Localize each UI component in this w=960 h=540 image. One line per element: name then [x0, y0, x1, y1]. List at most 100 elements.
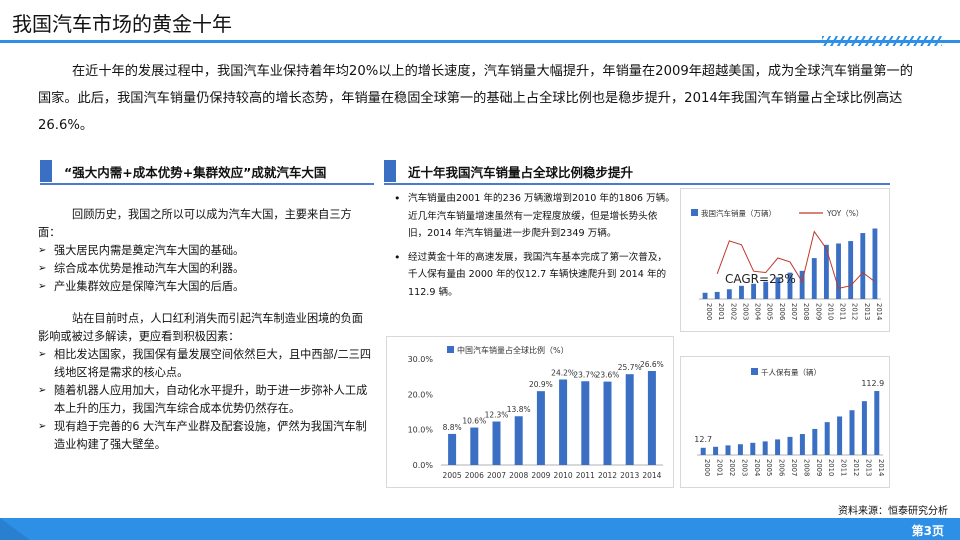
right-section-header: 近十年我国汽车销量占全球比例稳步提升 [384, 160, 890, 185]
x-tick-label: 2003 [740, 459, 748, 476]
x-tick-label: 2011 [576, 471, 595, 480]
x-tick-label: 2004 [754, 303, 762, 320]
x-tick-label: 2006 [778, 303, 786, 320]
source-note: 资料来源：恒泰研究分析 [838, 506, 948, 517]
chart-bar [603, 381, 612, 465]
x-tick-label: 2013 [620, 471, 639, 480]
ownership-chart: 千人保有量（辆） 2000 2001 2002 2003 2004 2005 2006 2007… [694, 367, 885, 476]
y-tick-label: 10.0% [408, 426, 434, 435]
y-tick-label: 0.0% [413, 461, 434, 470]
chart-bar [702, 292, 708, 299]
chart-bar [713, 446, 719, 455]
left-bullets-2: 相比发达国家，我国保有量发展空间依然巨大，且中西部/二三四线地区将是需求的核心点… [38, 346, 372, 454]
x-tick-label: 2013 [864, 459, 872, 476]
x-tick-label: 2008 [802, 303, 810, 320]
x-tick-label: 2012 [852, 459, 860, 476]
right-section-title: 近十年我国汽车销量占全球比例稳步提升 [408, 165, 634, 180]
x-tick-label: 2007 [487, 471, 506, 480]
x-tick-label: 2005 [766, 303, 774, 320]
left-section-header: “强大内需+成本优势+集群效应”成就汽车大国 [40, 160, 374, 185]
chart-bar [763, 281, 769, 299]
list-item: 汽车销量由2001 年的236 万辆激增到2010 年的1806 万辆。近几年汽… [392, 190, 676, 243]
chart-bar [625, 374, 634, 465]
x-tick-label: 2010 [827, 459, 835, 476]
list-item: 经过黄金十年的高速发展，我国汽车基本完成了第一次普及，千人保有量由 2000 年… [392, 249, 676, 302]
x-tick-label: 2002 [729, 303, 737, 320]
chart-bar [762, 441, 768, 455]
share-chart-panel: 中国汽车销量占全球比例（%） 0.0% 10.0% 20.0% 30.0% 8.8% 200… [386, 336, 674, 488]
chart-bar [874, 391, 880, 455]
x-tick-label: 2008 [509, 471, 528, 480]
sales-chart-panel: 我国汽车销量（万辆） YOY（%） 2000 2001 2002 2003 2004 2005… [680, 188, 890, 332]
chart-bar [824, 422, 830, 455]
chart-bar [799, 270, 805, 299]
data-label: 8.8% [443, 423, 462, 432]
list-item: 综合成本优势是推动汽车大国的利器。 [38, 260, 372, 278]
data-label: 13.8% [507, 405, 531, 414]
x-tick-label: 2009 [815, 459, 823, 476]
x-tick-label: 2014 [875, 303, 883, 320]
y-tick-label: 20.0% [408, 390, 434, 399]
chart-bar [750, 442, 756, 455]
list-item: 现有趋于完善的6 大汽车产业群及配套设施，俨然为我国汽车制造业构建了强大壁垒。 [38, 418, 372, 454]
data-label: 23.6% [596, 371, 620, 380]
section-marker [384, 160, 396, 182]
x-tick-label: 2001 [716, 459, 724, 476]
x-tick-label: 2007 [790, 303, 798, 320]
chart-bar [751, 283, 757, 299]
chart-bar [812, 428, 818, 455]
data-label: 23.7% [573, 370, 597, 379]
chart-bar [737, 444, 743, 455]
data-label: 112.9 [861, 379, 884, 388]
left-body: 回顾历史，我国之所以可以成为汽车大国，主要来自三方面： 强大居民内需是奠定汽车大… [38, 206, 372, 454]
chart-bar [811, 258, 817, 299]
x-tick-label: 2006 [465, 471, 484, 480]
legend-label: 中国汽车销量占全球比例（%） [457, 345, 569, 355]
footer-bar [0, 518, 960, 540]
right-bullets: 汽车销量由2001 年的236 万辆激增到2010 年的1806 万辆。近几年汽… [392, 190, 676, 307]
chart-bar [848, 241, 854, 299]
x-tick-label: 2000 [705, 303, 713, 320]
data-label: 12.7 [694, 435, 712, 444]
chart-bar [775, 277, 781, 299]
chart-bar [536, 391, 545, 465]
legend-label: 我国汽车销量（万辆） [701, 208, 776, 218]
x-tick-label: 2011 [840, 459, 848, 476]
chart-bar [514, 416, 523, 465]
chart-bar [787, 436, 793, 455]
legend-label: YOY（%） [826, 209, 863, 218]
x-tick-label: 2014 [642, 471, 661, 480]
intro-paragraph: 在近十年的发展过程中，我国汽车业保持着年均20%以上的增长速度，汽车销量大幅提升… [38, 64, 913, 133]
section-rule [40, 183, 374, 185]
x-tick-label: 2000 [703, 459, 711, 476]
x-tick-label: 2012 [851, 303, 859, 320]
x-tick-label: 2001 [717, 303, 725, 320]
x-tick-label: 2010 [826, 303, 834, 320]
data-label: 12.3% [485, 411, 509, 420]
list-item: 强大居民内需是奠定汽车大国的基础。 [38, 242, 372, 260]
cagr-annotation: CAGR=23% [725, 272, 796, 286]
legend-label: 千人保有量（辆） [761, 367, 821, 377]
data-label: 26.6% [640, 360, 664, 369]
list-item: 随着机器人应用加大，自动化水平提升，助于进一步弥补人工成本上升的压力，我国汽车综… [38, 382, 372, 418]
x-tick-label: 2006 [778, 459, 786, 476]
page-number: 第3页 [911, 524, 944, 538]
left-section-title: “强大内需+成本优势+集群效应”成就汽车大国 [64, 165, 327, 180]
x-tick-label: 2010 [554, 471, 573, 480]
footer-accent [0, 518, 30, 540]
chart-bar [861, 401, 867, 455]
data-label: 24.2% [551, 368, 575, 377]
x-tick-label: 2002 [728, 459, 736, 476]
x-tick-label: 2014 [877, 459, 885, 476]
x-tick-label: 2012 [598, 471, 617, 480]
x-tick-label: 2005 [443, 471, 462, 480]
chart-bar [700, 447, 706, 455]
decorative-stripes [822, 36, 942, 46]
chart-bar [836, 243, 841, 299]
x-tick-label: 2004 [753, 459, 761, 476]
left-para-1: 回顾历史，我国之所以可以成为汽车大国，主要来自三方面： [38, 208, 352, 239]
chart-bar [837, 416, 843, 455]
x-tick-label: 2007 [790, 459, 798, 476]
chart-bar [872, 228, 878, 299]
sales-yoy-chart: 我国汽车销量（万辆） YOY（%） 2000 2001 2002 2003 2004 2005… [691, 208, 883, 320]
